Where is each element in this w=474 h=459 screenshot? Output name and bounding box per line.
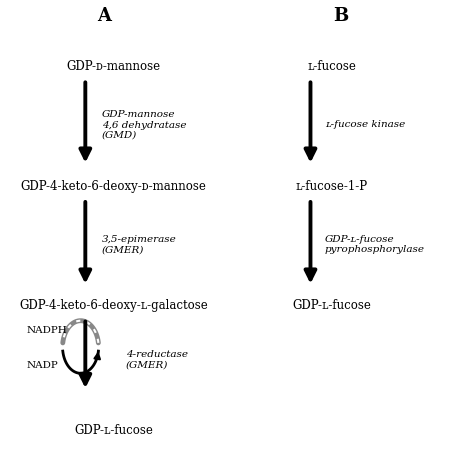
Text: GDP-ʟ-fucose
pyrophosphorylase: GDP-ʟ-fucose pyrophosphorylase [325,235,425,254]
Text: GDP-ʟ-fucose: GDP-ʟ-fucose [74,423,153,436]
Text: GDP-mannose
4,6 dehydratase
(GMD): GDP-mannose 4,6 dehydratase (GMD) [102,110,186,140]
Text: NADPH: NADPH [26,325,67,334]
Text: ʟ-fucose: ʟ-fucose [307,60,356,73]
Text: GDP-4-keto-6-deoxy-ʟ-galactose: GDP-4-keto-6-deoxy-ʟ-galactose [19,299,208,312]
Text: GDP-4-keto-6-deoxy-ᴅ-mannose: GDP-4-keto-6-deoxy-ᴅ-mannose [21,179,207,192]
Text: ʟ-fucose-1-P: ʟ-fucose-1-P [296,179,368,192]
Text: 3,5-epimerase
(GMER): 3,5-epimerase (GMER) [102,235,177,254]
Text: B: B [334,7,349,25]
Text: ʟ-fucose kinase: ʟ-fucose kinase [325,119,405,129]
Text: 4-reductase
(GMER): 4-reductase (GMER) [126,349,188,369]
Text: NADP: NADP [26,360,58,369]
Text: A: A [97,7,111,25]
Text: GDP-ᴅ-mannose: GDP-ᴅ-mannose [67,60,161,73]
Text: GDP-ʟ-fucose: GDP-ʟ-fucose [292,299,371,312]
